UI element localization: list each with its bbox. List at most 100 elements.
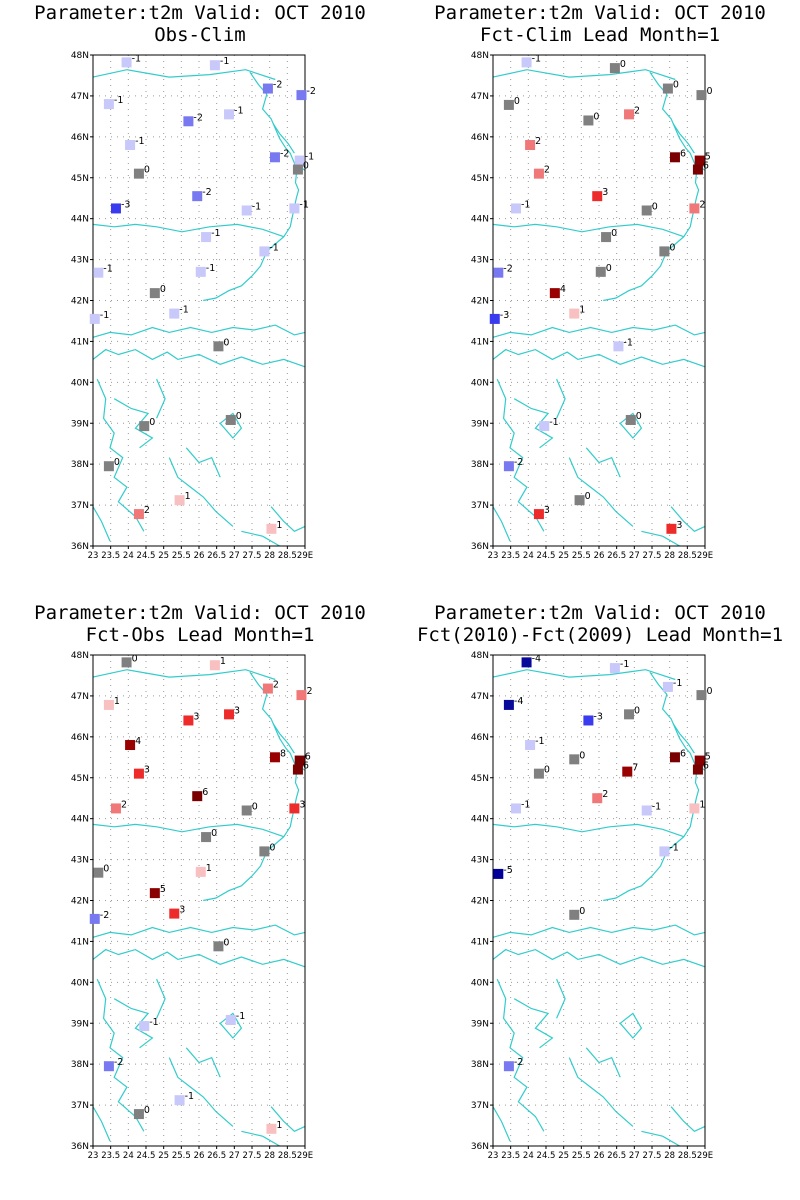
station-marker (133, 1109, 144, 1120)
station-marker (692, 764, 703, 775)
station-value-label: 0 (211, 828, 217, 839)
coastline (492, 823, 684, 838)
station-marker (493, 868, 504, 879)
station-value-label: 1 (185, 491, 191, 502)
station-value-label: -5 (503, 865, 512, 876)
x-tick-label: 24 (523, 1151, 534, 1161)
station-marker (121, 657, 132, 668)
station-marker (269, 752, 280, 763)
x-tick-label: 25 (158, 1151, 169, 1161)
y-tick-label: 46N (71, 733, 89, 743)
station-value-label: 2 (306, 686, 312, 697)
x-tick-label: 27 (629, 1151, 640, 1161)
station-value-label: -3 (121, 199, 130, 210)
station-value-label: 6 (703, 161, 709, 172)
x-tick-label: 27.5 (243, 551, 262, 561)
station-value-label: -1 (206, 263, 215, 274)
coastline (249, 671, 306, 771)
station-marker (549, 288, 560, 299)
station-marker (89, 313, 100, 324)
station-marker (694, 755, 705, 766)
station-marker (659, 246, 670, 257)
station-value-label: 2 (121, 799, 127, 810)
station-marker (192, 791, 203, 802)
station-value-label: -1 (103, 264, 112, 275)
station-marker (169, 308, 180, 319)
x-tick-label: 29E (297, 1151, 313, 1161)
station-marker (209, 660, 220, 671)
station-marker (110, 803, 121, 814)
y-tick-label: 44N (71, 815, 89, 825)
station-value-label: -1 (305, 152, 314, 163)
station-marker (139, 1021, 150, 1032)
station-marker (583, 115, 594, 126)
station-marker (174, 495, 185, 506)
station-value-label: -1 (135, 136, 144, 147)
station-marker (174, 1095, 185, 1106)
station-marker (625, 414, 636, 425)
station-marker (624, 109, 635, 120)
station-value-label: 1 (699, 799, 705, 810)
coastline (670, 1106, 706, 1133)
station-marker (103, 99, 114, 110)
chart-panel-2: Parameter:t2m Valid: OCT 2010 Fct-Clim L… (400, 0, 800, 600)
chart-title: Parameter:t2m Valid: OCT 2010 (434, 602, 766, 624)
coastline (492, 223, 684, 238)
station-value-label: -1 (521, 199, 530, 210)
coastline (92, 669, 276, 681)
station-value-label: 0 (269, 842, 275, 853)
y-tick-label: 48N (471, 51, 489, 61)
station-value-label: -2 (503, 264, 512, 275)
y-tick-label: 45N (471, 174, 489, 184)
x-tick-label: 23 (488, 1151, 499, 1161)
x-tick-label: 23.5 (101, 551, 120, 561)
y-tick-label: 47N (71, 692, 89, 702)
coastline (492, 1106, 511, 1142)
coastline (619, 1012, 643, 1039)
y-tick-label: 42N (471, 297, 489, 307)
y-tick-label: 37N (471, 1101, 489, 1111)
station-value-label: 6 (703, 761, 709, 772)
coastline (92, 69, 276, 81)
station-marker (569, 909, 580, 920)
x-tick-label: 26.5 (207, 1151, 226, 1161)
station-value-label: -3 (593, 711, 602, 722)
station-marker (296, 690, 307, 701)
coastline (156, 978, 166, 1019)
station-value-label: 5 (160, 884, 166, 895)
station-value-label: -1 (535, 736, 544, 747)
station-value-label: 6 (680, 748, 686, 759)
station-value-label: 2 (144, 505, 150, 516)
chart-panel-1: Parameter:t2m Valid: OCT 2010 Obs-Clim 3… (0, 0, 400, 600)
station-value-label: -1 (185, 1091, 194, 1102)
station-value-label: -2 (202, 187, 211, 198)
coastline (492, 506, 511, 542)
station-value-label: 2 (273, 680, 279, 691)
y-tick-label: 42N (71, 297, 89, 307)
map-plot: 36N 37N 38N 39N 40N 41N 42N 43N 44N 45N 46N 47N 48N 2… (71, 651, 313, 1161)
x-tick-label: 26.5 (207, 551, 226, 561)
station-value-label: -1 (236, 1011, 245, 1022)
station-marker (183, 116, 194, 127)
station-value-label: 2 (544, 165, 550, 176)
coastline (492, 69, 676, 81)
coastline (492, 324, 706, 338)
y-tick-label: 39N (71, 1019, 89, 1029)
station-value-label: 1 (114, 696, 120, 707)
station-value-label: 6 (303, 761, 309, 772)
x-tick-label: 23.5 (501, 551, 520, 561)
y-tick-label: 45N (471, 774, 489, 784)
station-value-label: -3 (500, 310, 509, 321)
station-value-label: 0 (593, 111, 599, 122)
coastline (649, 671, 706, 771)
station-value-label: -1 (521, 799, 530, 810)
coastline (270, 506, 306, 533)
station-marker (533, 768, 544, 779)
station-marker (574, 495, 585, 506)
coastline (272, 123, 295, 154)
station-marker (201, 832, 212, 843)
chart-subtitle: Fct(2010)-Fct(2009) Lead Month=1 (416, 624, 784, 646)
y-tick-label: 38N (71, 1060, 89, 1070)
station-value-label: 0 (585, 491, 591, 502)
x-tick-label: 25.5 (572, 1151, 591, 1161)
